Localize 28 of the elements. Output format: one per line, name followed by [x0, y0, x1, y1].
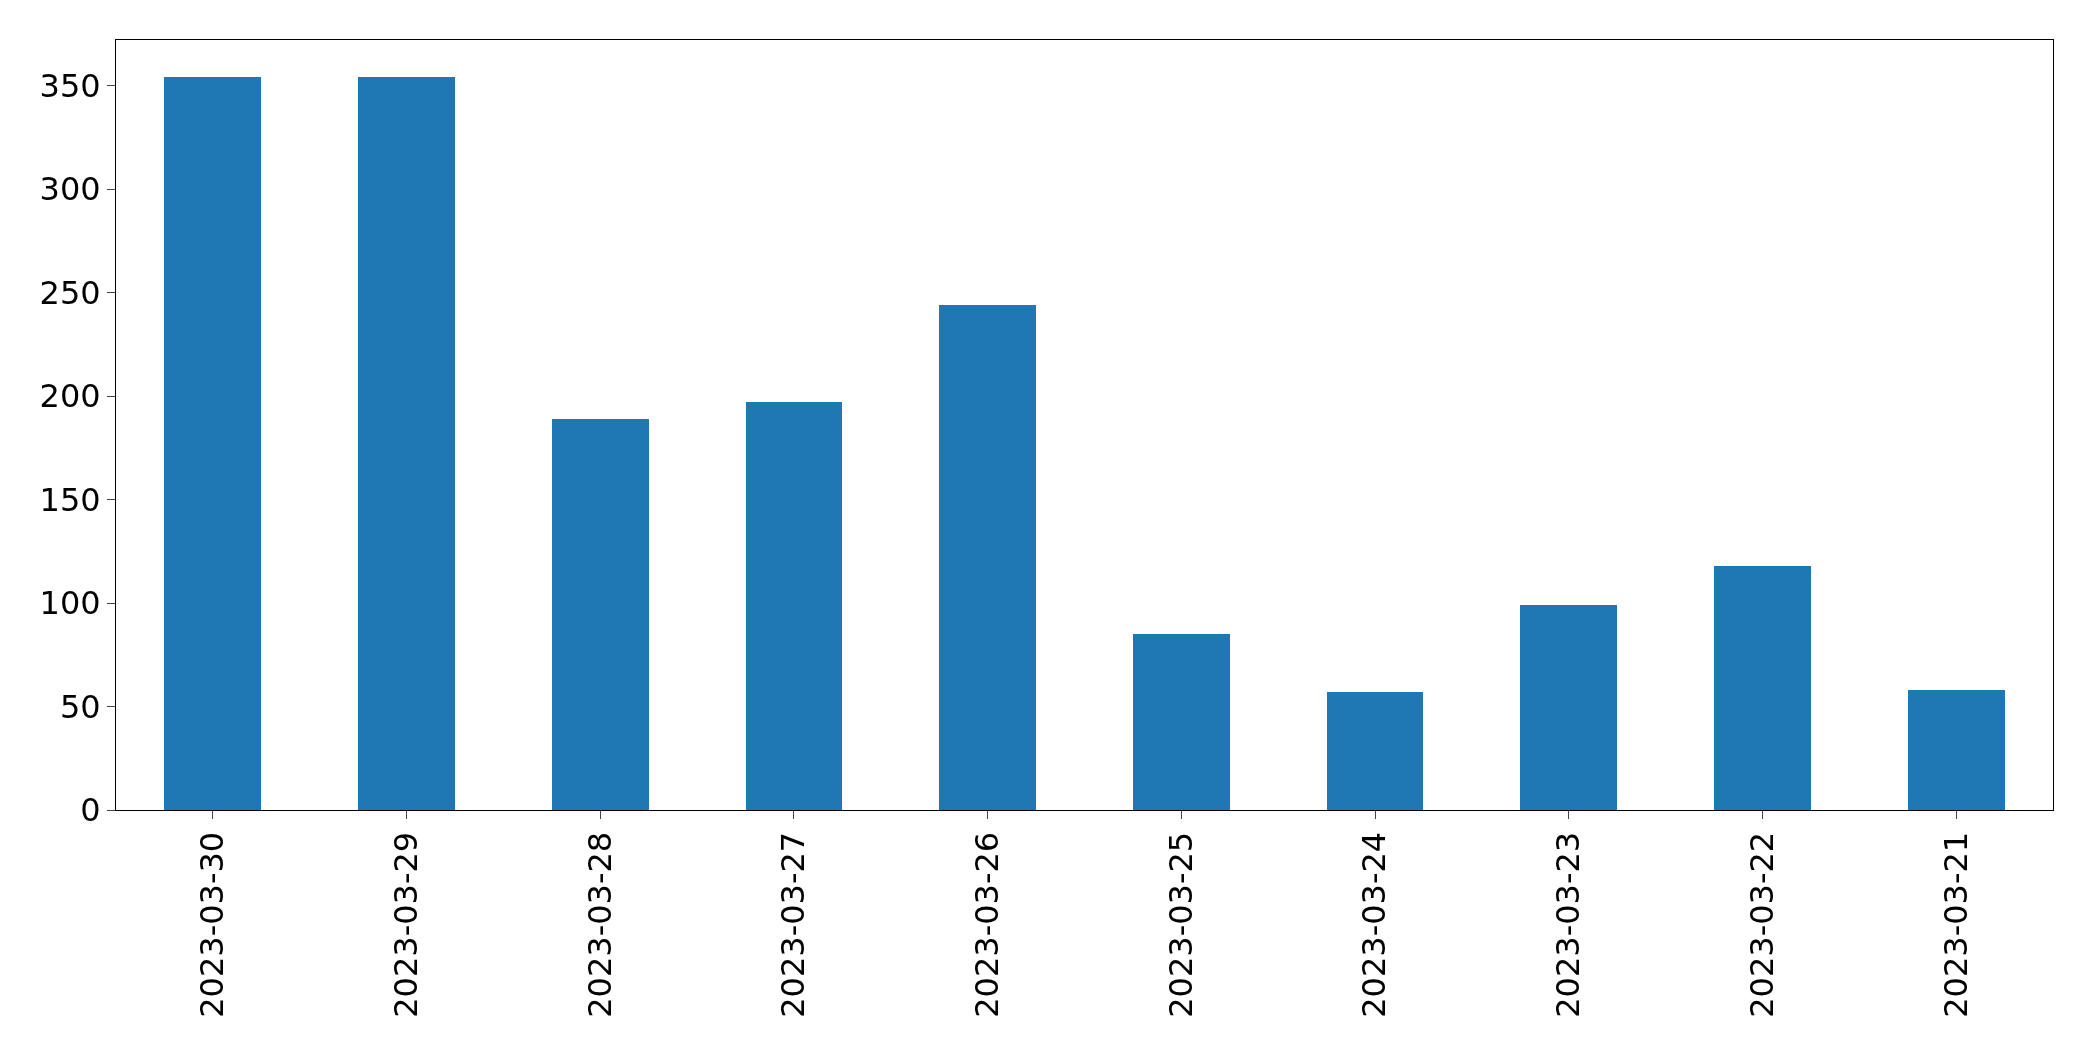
x-tick-label: 2023-03-29: [386, 831, 425, 1018]
bar: [1907, 689, 2005, 810]
y-tick-label: 300: [39, 170, 101, 209]
y-tick-label: 350: [39, 66, 101, 105]
x-tick-label: 2023-03-30: [193, 831, 232, 1018]
y-tick-label: 50: [59, 687, 101, 726]
x-tick-label: 2023-03-22: [1742, 831, 1781, 1018]
y-tick-label: 250: [39, 273, 101, 312]
bar: [358, 77, 455, 810]
x-tick-label: 2023-03-26: [968, 831, 1007, 1018]
y-tick-label: 0: [80, 791, 101, 830]
bar: [164, 77, 262, 810]
x-tick-label: 2023-03-23: [1549, 831, 1588, 1018]
bar: [1132, 634, 1230, 810]
y-tick-label: 200: [39, 377, 101, 416]
x-tick-label: 2023-03-25: [1161, 831, 1200, 1018]
bar: [1326, 692, 1424, 810]
bar: [1714, 565, 1811, 810]
bar: [551, 418, 649, 810]
x-tick-label: 2023-03-27: [774, 831, 813, 1018]
bar: [745, 402, 843, 810]
x-tick-label: 2023-03-28: [580, 831, 619, 1018]
bar: [1520, 605, 1618, 810]
x-tick-label: 2023-03-24: [1355, 831, 1394, 1018]
x-tick-label: 2023-03-21: [1936, 831, 1975, 1018]
y-tick-label: 150: [39, 480, 101, 519]
y-tick-label: 100: [39, 584, 101, 623]
bar: [939, 304, 1037, 810]
